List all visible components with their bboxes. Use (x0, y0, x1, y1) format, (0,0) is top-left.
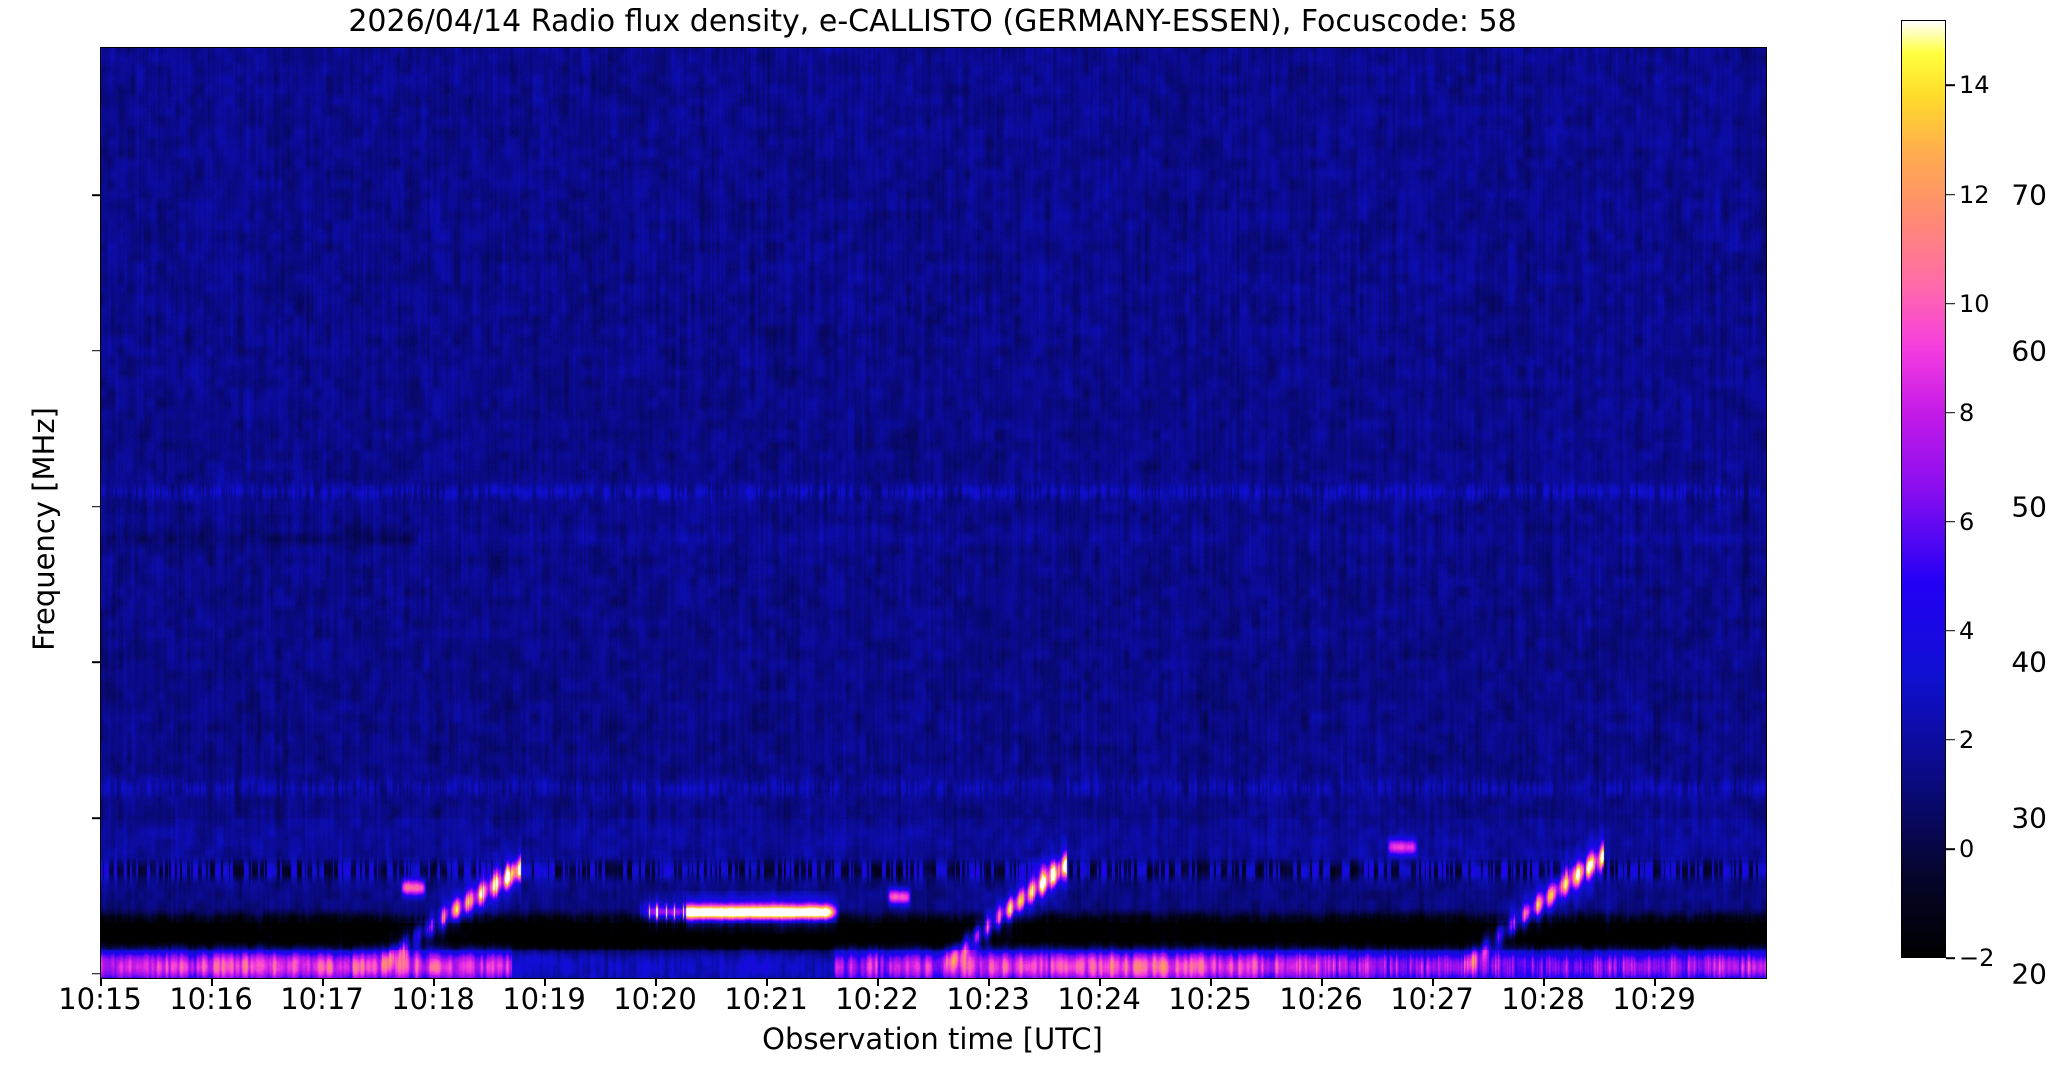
y-axis-label: Frequency [MHz] (27, 407, 61, 651)
colorbar-tick-label: 8 (1959, 398, 1975, 427)
x-tick-mark (655, 978, 657, 986)
y-tick-label: 30 (2011, 801, 2047, 835)
x-tick-label: 10:28 (1501, 982, 1585, 1016)
y-tick-mark (92, 973, 100, 975)
spectrogram-plot-area[interactable] (100, 47, 1767, 979)
y-tick-label: 40 (2011, 645, 2047, 679)
colorbar-gradient (1902, 21, 1945, 957)
y-tick-label: 60 (2011, 334, 2047, 368)
colorbar-tick-label: −2 (1959, 944, 1995, 972)
x-tick-mark (1210, 978, 1212, 986)
x-tick-mark (211, 978, 213, 986)
page-title: 2026/04/14 Radio flux density, e-CALLIST… (348, 4, 1517, 39)
colorbar-tick-label: 12 (1959, 180, 1990, 209)
x-tick-label: 10:29 (1612, 982, 1696, 1016)
x-tick-mark (1099, 978, 1101, 986)
x-tick-label: 10:25 (1168, 982, 1252, 1016)
x-tick-label: 10:27 (1390, 982, 1474, 1016)
colorbar-tick-mark (1946, 302, 1955, 305)
x-tick-label: 10:16 (169, 982, 253, 1016)
x-tick-label: 10:18 (391, 982, 475, 1016)
x-tick-mark (1543, 978, 1545, 986)
colorbar-tick-mark (1946, 739, 1955, 741)
colorbar-tick-mark (1946, 193, 1955, 196)
y-tick-mark (92, 505, 100, 508)
x-tick-label: 10:22 (835, 982, 919, 1016)
x-tick-mark (766, 978, 768, 986)
x-tick-mark (100, 978, 102, 986)
x-tick-label: 10:15 (58, 982, 142, 1016)
colorbar-frame (1901, 20, 1946, 958)
x-tick-label: 10:19 (502, 982, 586, 1016)
x-tick-label: 10:20 (613, 982, 697, 1016)
x-tick-mark (322, 978, 324, 986)
y-tick-mark (92, 817, 100, 819)
colorbar-tick-label: 0 (1959, 834, 1975, 863)
colorbar-tick-mark (1946, 848, 1955, 850)
colorbar-tick-label: 14 (1959, 71, 1990, 100)
y-tick-mark (92, 194, 100, 196)
x-tick-mark (1654, 978, 1656, 986)
x-tick-mark (1321, 978, 1323, 986)
x-axis-label: Observation time [UTC] (762, 1022, 1103, 1056)
x-tick-mark (433, 978, 435, 986)
x-tick-label: 10:24 (1057, 982, 1141, 1016)
colorbar-tick-label: 4 (1959, 616, 1975, 645)
y-tick-label: 70 (2011, 178, 2047, 212)
y-tick-label: 50 (2011, 490, 2047, 524)
x-tick-label: 10:17 (280, 982, 364, 1016)
colorbar-tick-label: 10 (1959, 289, 1990, 318)
y-tick-label: 20 (2011, 957, 2047, 991)
colorbar[interactable]: −2 0 2 4 6 8 10 12 14 (1901, 20, 1994, 972)
spectrogram-image (101, 48, 1766, 978)
y-tick-mark (92, 349, 100, 352)
x-tick-mark (544, 978, 546, 986)
colorbar-tick-mark (1946, 957, 1955, 959)
colorbar-tick-label: 2 (1959, 725, 1975, 754)
x-tick-mark (988, 978, 990, 986)
colorbar-tick-mark (1946, 84, 1955, 87)
colorbar-tick-mark (1946, 411, 1955, 414)
colorbar-tick-label: 6 (1959, 507, 1975, 536)
y-tick-mark (92, 661, 100, 664)
x-tick-mark (1432, 978, 1434, 986)
colorbar-tick-mark (1946, 520, 1955, 523)
x-tick-label: 10:23 (946, 982, 1030, 1016)
x-tick-label: 10:21 (724, 982, 808, 1016)
colorbar-tick-mark (1946, 629, 1955, 632)
x-tick-label: 10:26 (1279, 982, 1363, 1016)
x-tick-mark (877, 978, 879, 986)
